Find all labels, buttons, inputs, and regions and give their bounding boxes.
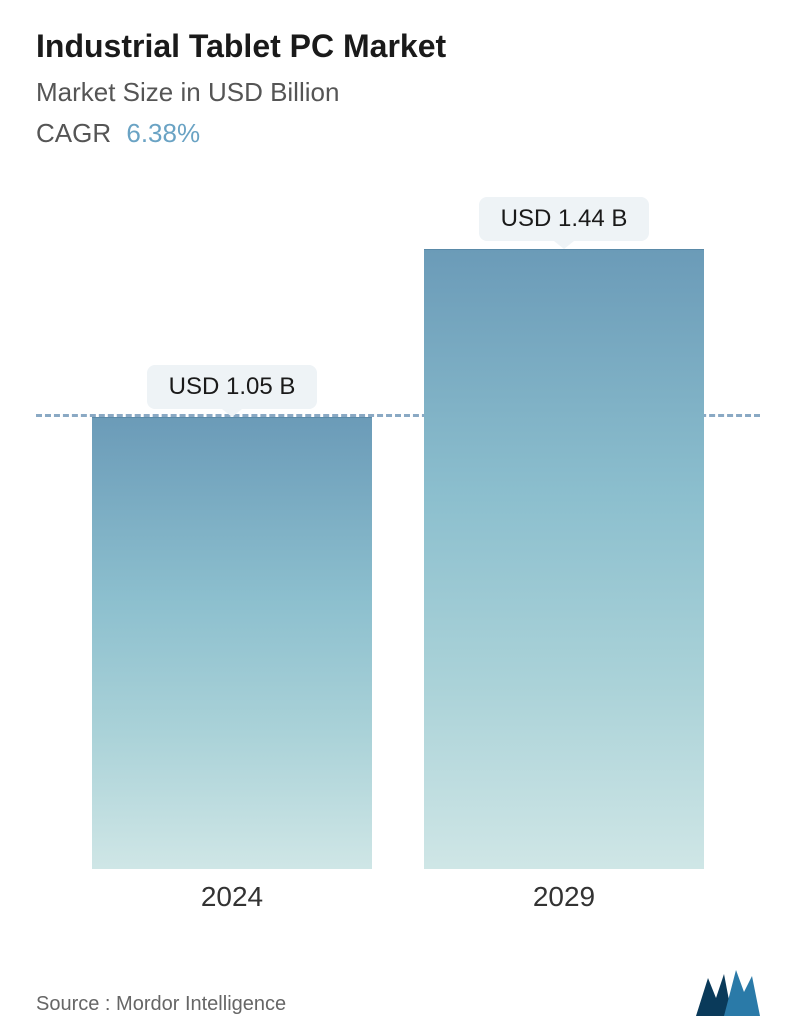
bar xyxy=(424,249,704,869)
chart-title: Industrial Tablet PC Market xyxy=(36,28,760,65)
chart-area: USD 1.05 BUSD 1.44 B 20242029 xyxy=(36,179,760,909)
cagr-row: CAGR 6.38% xyxy=(36,118,760,149)
chart-container: Industrial Tablet PC Market Market Size … xyxy=(0,0,796,1034)
bar-wrap: USD 1.44 B xyxy=(424,197,704,869)
cagr-label: CAGR xyxy=(36,118,111,148)
bar xyxy=(92,417,372,869)
brand-logo-icon xyxy=(696,970,760,1016)
bars-group: USD 1.05 B USD 1.44 B xyxy=(36,179,760,869)
x-axis-label: 2029 xyxy=(424,881,704,913)
chart-footer: Source : Mordor Intelligence xyxy=(36,970,760,1016)
bar-value-label: USD 1.44 B xyxy=(479,197,650,241)
source-text: Source : Mordor Intelligence xyxy=(36,993,286,1016)
chart-subtitle: Market Size in USD Billion xyxy=(36,77,760,108)
bar-wrap: USD 1.05 B xyxy=(92,365,372,869)
x-axis-labels: 2024 2029 xyxy=(36,881,760,913)
cagr-value: 6.38% xyxy=(126,118,200,148)
x-axis-label: 2024 xyxy=(92,881,372,913)
bar-value-label: USD 1.05 B xyxy=(147,365,318,409)
